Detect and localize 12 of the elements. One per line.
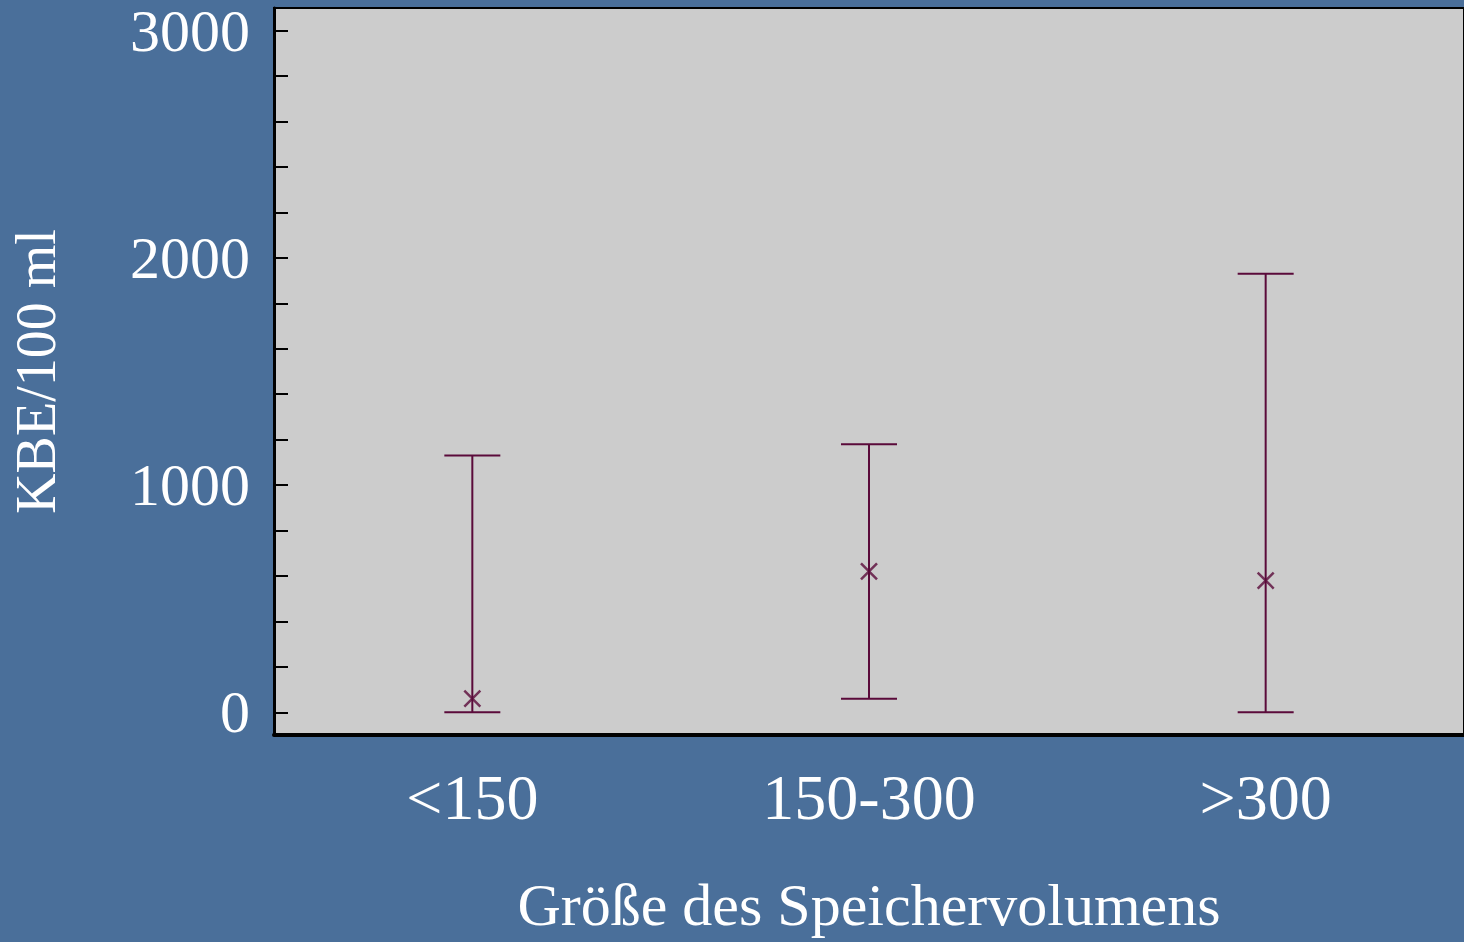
y-tick-label: 2000 xyxy=(130,224,250,291)
point xyxy=(463,689,482,708)
y-tick-label: 1000 xyxy=(130,452,250,519)
point xyxy=(1256,571,1275,590)
x-axis-title: Größe des Speichervolumens xyxy=(517,872,1221,938)
y-tick-label: 0 xyxy=(220,679,250,746)
y-axis-title: KBE/100 ml xyxy=(5,229,67,514)
point xyxy=(859,562,879,581)
x-tick-label: 150-300 xyxy=(762,761,976,833)
y-tick-label: 3000 xyxy=(130,0,250,64)
x-tick-label: >300 xyxy=(1199,761,1332,833)
x-tick-label: <150 xyxy=(406,761,539,833)
